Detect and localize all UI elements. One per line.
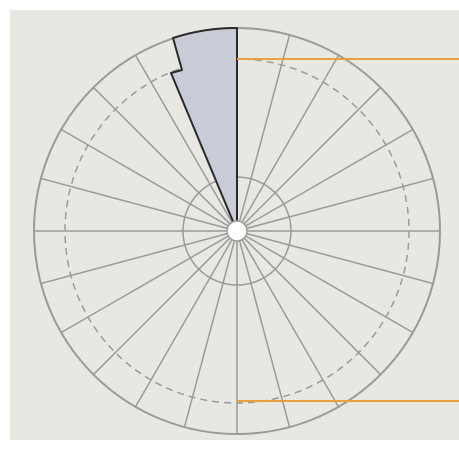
- spoke: [92, 237, 231, 376]
- spoke: [183, 240, 236, 428]
- spoke: [134, 239, 233, 408]
- spoke: [241, 54, 340, 223]
- spoke: [241, 239, 340, 408]
- spoke: [40, 232, 228, 285]
- spoke: [92, 86, 231, 225]
- spoke: [245, 128, 414, 227]
- selected-sector: [170, 26, 238, 232]
- spoke: [238, 240, 291, 428]
- spoke: [40, 177, 228, 230]
- spoke: [246, 232, 434, 285]
- spoke: [245, 235, 414, 334]
- spoke: [60, 235, 229, 334]
- spoke: [134, 54, 233, 223]
- spoke: [238, 34, 291, 222]
- hub: [226, 220, 248, 242]
- spokes: [34, 28, 440, 434]
- spoke: [243, 237, 382, 376]
- spoke: [246, 177, 434, 230]
- spoke: [60, 128, 229, 227]
- spoke: [243, 86, 382, 225]
